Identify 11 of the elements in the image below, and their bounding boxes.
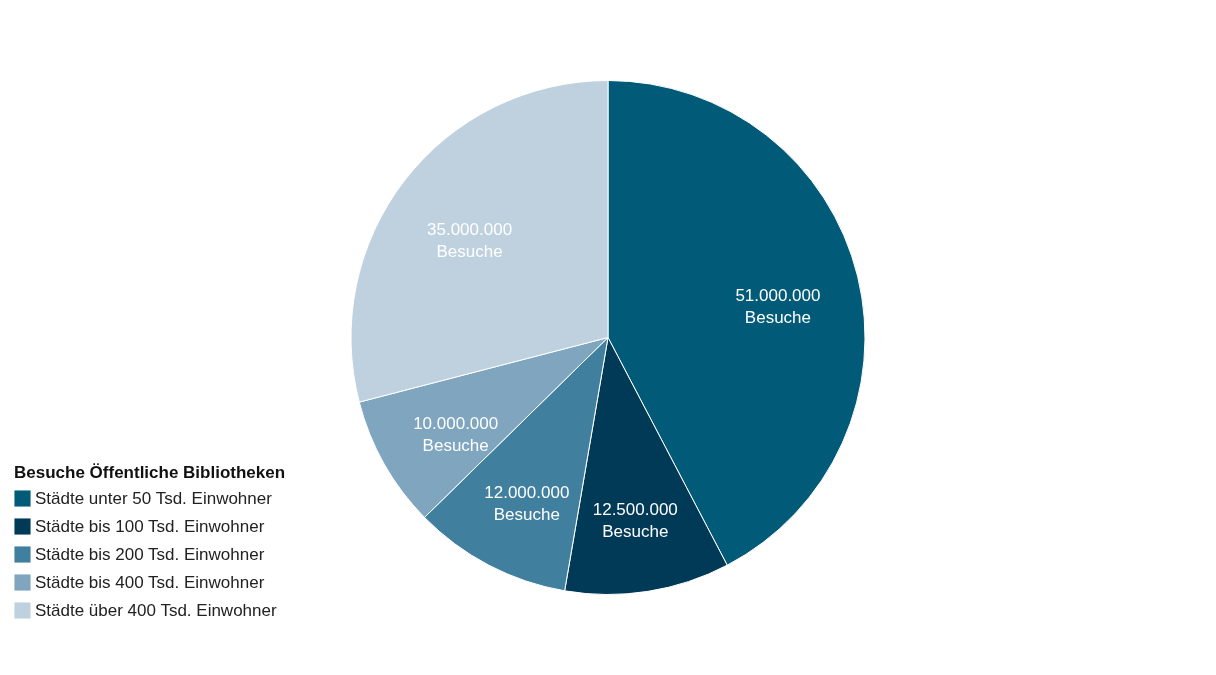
data-label: 10.000.000 Besuche [413,413,499,455]
legend-label: Städte über 400 Tsd. Einwohner [35,600,277,620]
data-label: 51.000.000 Besuche [735,285,821,327]
data-label: 35.000.000 Besuche [427,220,513,262]
legend-label: Städte bis 400 Tsd. Einwohner [35,572,265,592]
data-label: 12.500.000 Besuche [592,500,678,542]
legend-label: Städte unter 50 Tsd. Einwohner [35,488,273,508]
legend-label: Städte bis 200 Tsd. Einwohner [35,544,265,564]
data-label: 12.000.000 Besuche [484,482,570,524]
legend-title: Besuche Öffentliche Bibliotheken [14,463,286,482]
legend-label: Städte bis 100 Tsd. Einwohner [35,516,265,536]
